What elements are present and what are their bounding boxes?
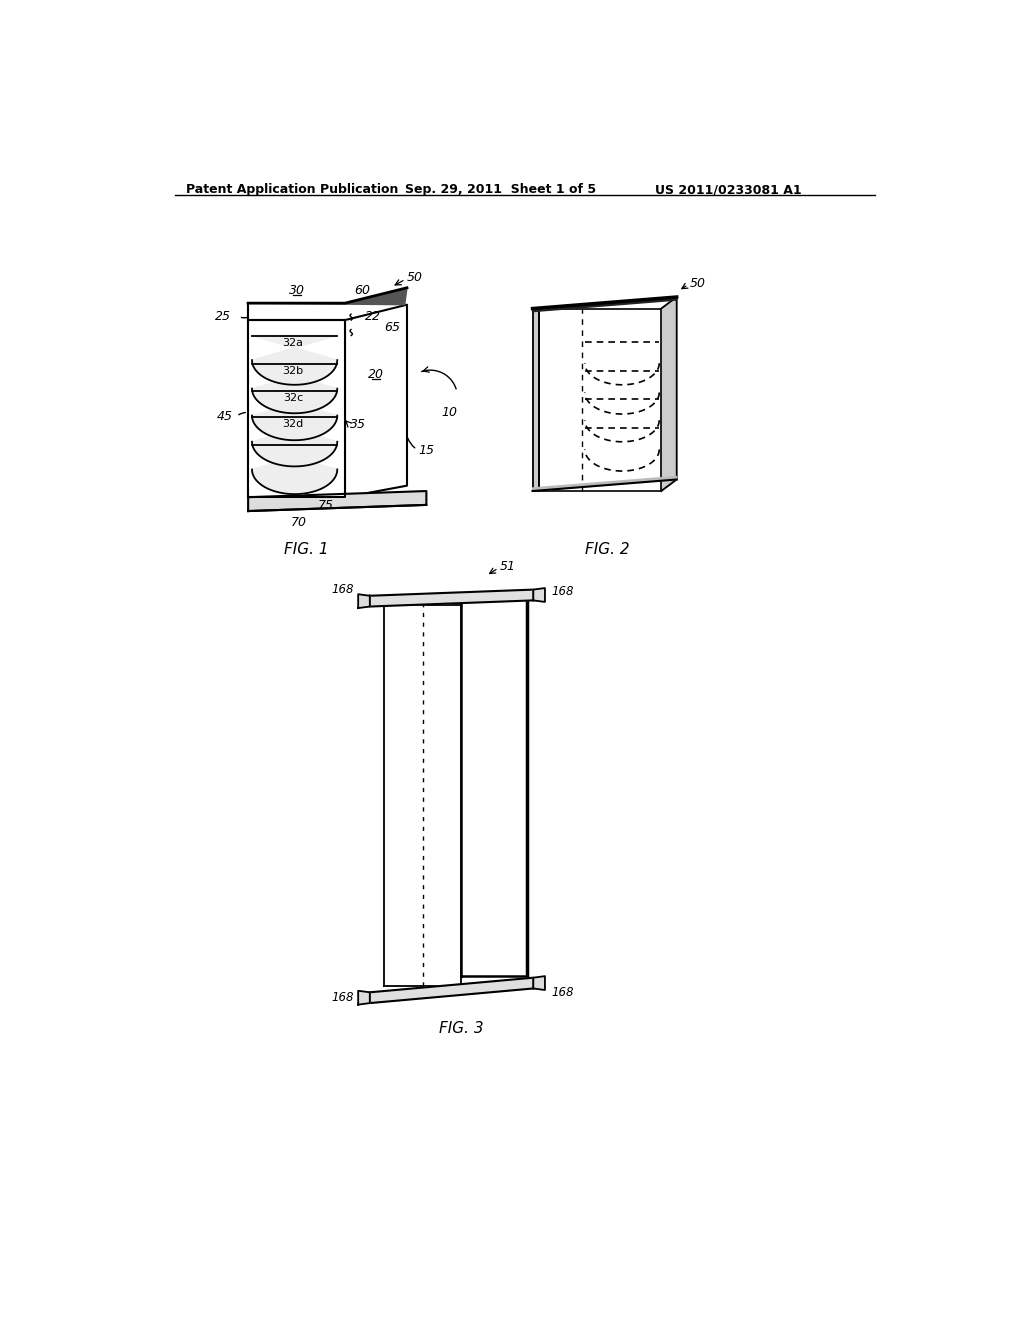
- Polygon shape: [248, 491, 426, 511]
- Text: 32d: 32d: [283, 420, 304, 429]
- Text: 20: 20: [368, 367, 384, 380]
- Polygon shape: [384, 605, 461, 986]
- Polygon shape: [539, 309, 662, 491]
- Text: 45: 45: [217, 409, 232, 422]
- Text: FIG. 1: FIG. 1: [284, 543, 329, 557]
- Text: FIG. 2: FIG. 2: [585, 543, 630, 557]
- Text: Sep. 29, 2011  Sheet 1 of 5: Sep. 29, 2011 Sheet 1 of 5: [406, 183, 597, 197]
- Text: 168: 168: [551, 585, 573, 598]
- Text: 15: 15: [419, 445, 434, 458]
- Polygon shape: [252, 391, 337, 440]
- Text: 168: 168: [332, 991, 354, 1005]
- Text: 32c: 32c: [283, 393, 303, 403]
- Polygon shape: [534, 589, 545, 602]
- Text: 75: 75: [317, 499, 334, 512]
- Polygon shape: [534, 977, 545, 990]
- Text: FIG. 3: FIG. 3: [439, 1020, 483, 1036]
- Polygon shape: [358, 991, 370, 1005]
- Polygon shape: [252, 364, 337, 413]
- Text: 25: 25: [215, 310, 231, 323]
- Text: US 2011/0233081 A1: US 2011/0233081 A1: [655, 183, 802, 197]
- Text: 35: 35: [349, 417, 366, 430]
- Text: Patent Application Publication: Patent Application Publication: [186, 183, 398, 197]
- Text: 32a: 32a: [283, 338, 303, 347]
- Polygon shape: [345, 305, 407, 498]
- Polygon shape: [532, 297, 677, 312]
- Text: 60: 60: [354, 284, 371, 297]
- Polygon shape: [532, 477, 677, 491]
- Polygon shape: [370, 590, 534, 607]
- Text: 65: 65: [384, 321, 399, 334]
- Polygon shape: [252, 335, 337, 384]
- Polygon shape: [358, 594, 370, 609]
- Text: 50: 50: [690, 277, 706, 289]
- Polygon shape: [252, 445, 337, 494]
- Polygon shape: [662, 297, 677, 491]
- Polygon shape: [532, 309, 539, 491]
- Polygon shape: [248, 321, 345, 498]
- Polygon shape: [252, 417, 337, 466]
- Text: 51: 51: [500, 560, 516, 573]
- Text: 50: 50: [407, 271, 423, 284]
- Text: 70: 70: [291, 516, 306, 529]
- Polygon shape: [370, 978, 534, 1003]
- Text: 168: 168: [332, 583, 354, 597]
- Polygon shape: [248, 288, 407, 305]
- Text: 22: 22: [366, 310, 381, 323]
- Text: 32b: 32b: [283, 367, 304, 376]
- Polygon shape: [461, 594, 527, 977]
- Text: 30: 30: [289, 284, 305, 297]
- Text: 10: 10: [442, 407, 458, 418]
- Text: 168: 168: [551, 986, 573, 999]
